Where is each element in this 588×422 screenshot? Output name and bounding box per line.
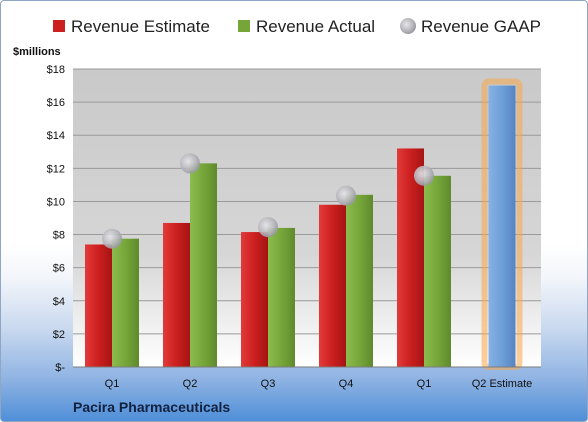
bar-revenue-estimate [163, 222, 190, 367]
bars [85, 78, 523, 371]
bar-revenue-estimate [319, 204, 346, 367]
legend-swatch-revenue-estimate [53, 20, 65, 32]
y-tick-label: $2 [53, 329, 65, 341]
legend-label-revenue-gaap: Revenue GAAP [421, 17, 541, 36]
bar-revenue-estimate [397, 148, 424, 367]
y-tick-label: $16 [47, 97, 65, 109]
x-tick-label: Q2 Estimate [472, 378, 533, 390]
y-tick-label: $4 [53, 296, 65, 308]
legend-swatch-revenue-actual [238, 20, 250, 32]
gridlines [73, 68, 541, 335]
y-tick-label: $6 [53, 263, 65, 275]
marker-revenue-gaap [180, 153, 200, 174]
legend-label-revenue-actual: Revenue Actual [256, 17, 375, 36]
y-tick-label: $18 [47, 64, 65, 76]
bar-revenue-actual [424, 175, 451, 367]
y-tick-label: $10 [47, 196, 65, 208]
x-axis-ticks: Q1 Q2 Q3 Q4 Q1 Q2 Estimate [105, 378, 533, 390]
x-tick-label: Q1 [417, 378, 432, 390]
y-tick-label: $8 [53, 230, 65, 242]
bar-revenue-actual [190, 163, 217, 367]
bar-revenue-actual [268, 227, 295, 367]
bar-revenue-estimate [241, 232, 268, 367]
bar-revenue-estimate [85, 244, 112, 367]
y-tick-label: $- [55, 362, 65, 374]
y-tick-label: $14 [47, 130, 65, 142]
x-tick-label: Q1 [105, 378, 120, 390]
bar-revenue-actual [112, 238, 139, 367]
legend-marker-revenue-gaap [400, 18, 416, 34]
x-tick-label: Q3 [261, 378, 276, 390]
plot-area [73, 69, 541, 367]
x-tick-label: Q2 [183, 378, 198, 390]
marker-revenue-gaap [336, 185, 356, 206]
legend: Revenue Estimate Revenue Actual Revenue … [53, 17, 541, 36]
legend-label-revenue-estimate: Revenue Estimate [71, 17, 210, 36]
y-axis-ticks: $- $2 $4 $6 $8 $10 $12 $14 $16 $18 [47, 64, 66, 374]
x-tick-label: Q4 [339, 378, 354, 390]
y-axis-unit-label: $millions [13, 46, 61, 58]
marker-revenue-gaap [102, 228, 122, 249]
bar-revenue-actual [346, 194, 373, 367]
y-tick-label: $12 [47, 163, 65, 175]
marker-revenue-gaap [258, 217, 278, 238]
bar-revenue-estimate-highlighted [488, 85, 516, 368]
gaap-markers [102, 153, 434, 249]
marker-revenue-gaap [414, 165, 434, 186]
company-name: Pacira Pharmaceuticals [73, 399, 231, 415]
